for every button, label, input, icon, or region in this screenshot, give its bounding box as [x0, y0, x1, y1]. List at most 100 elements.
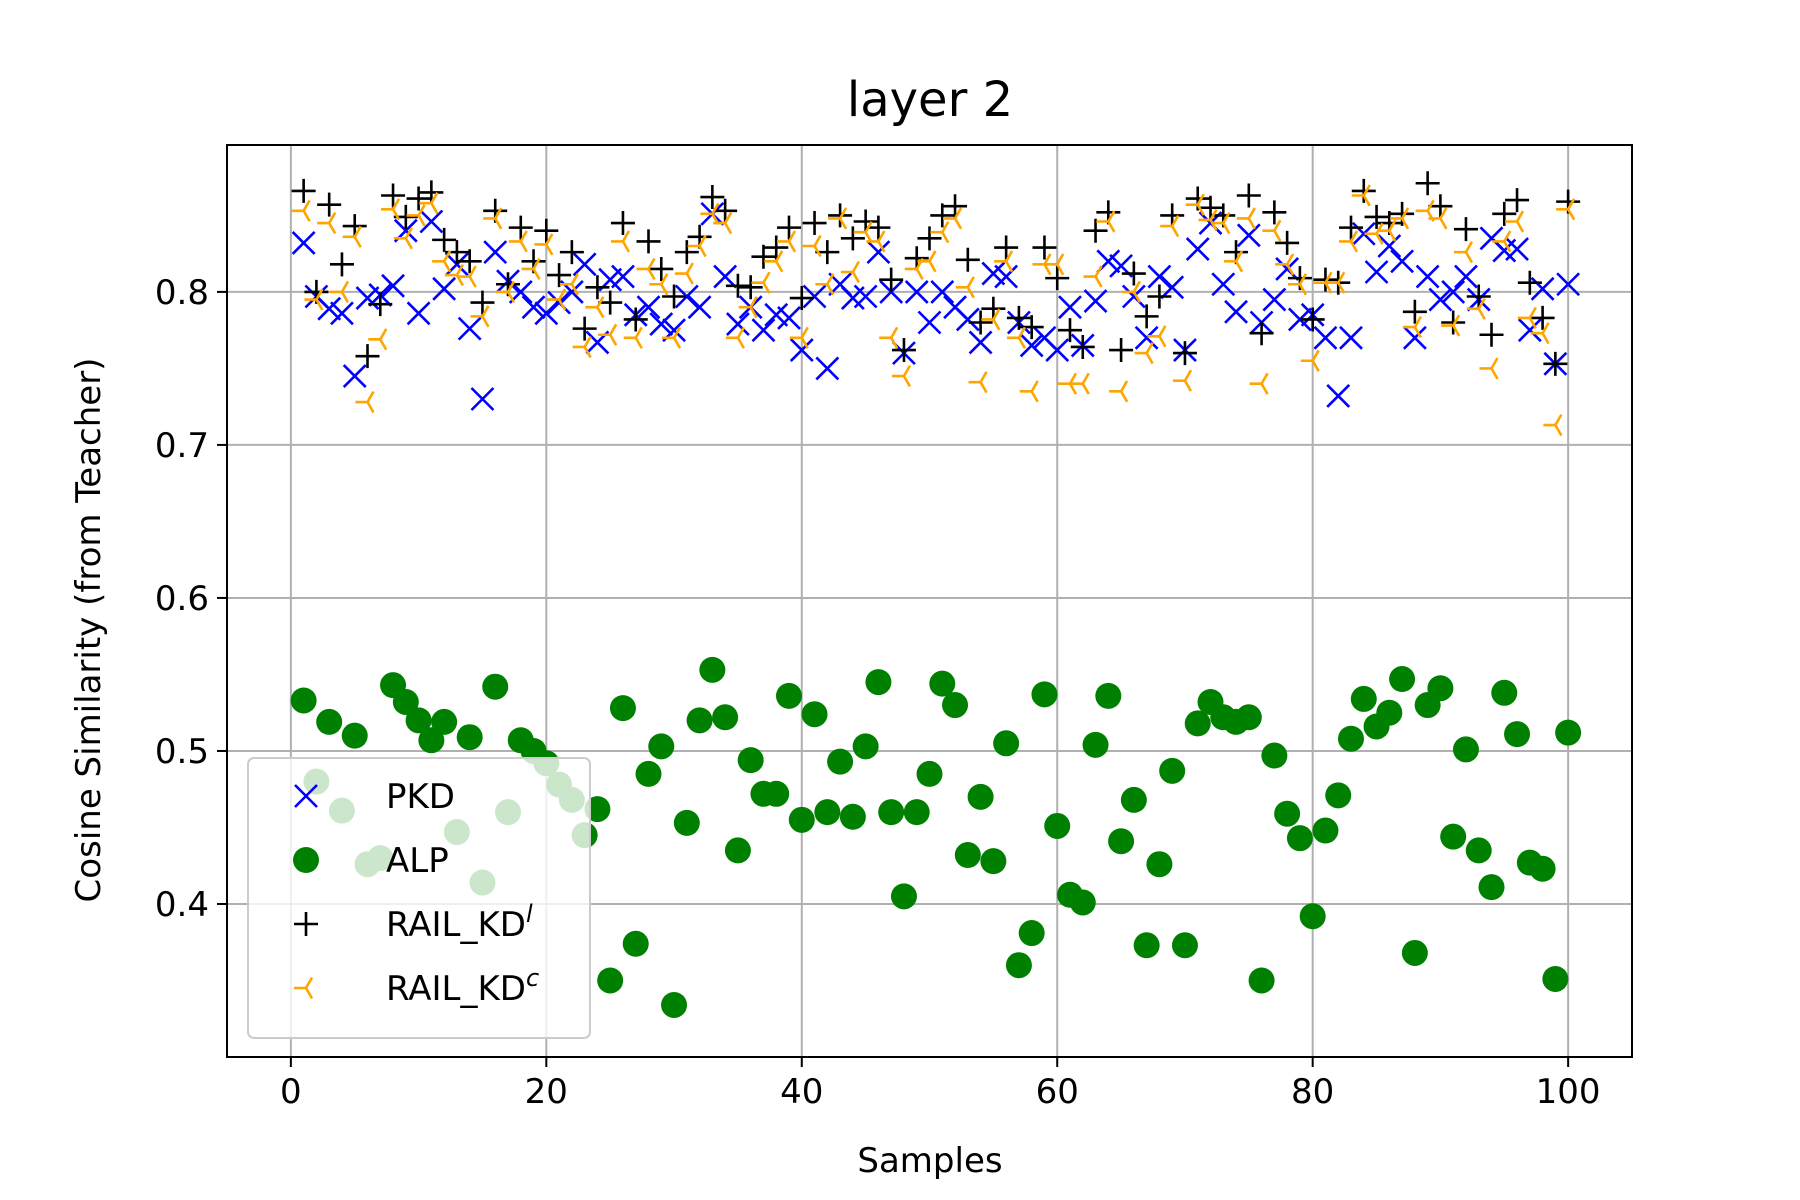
data-point [534, 233, 554, 256]
data-point [1109, 380, 1129, 403]
data-point [1032, 235, 1057, 260]
data-point [431, 708, 458, 735]
data-point [724, 837, 751, 864]
data-point [751, 244, 776, 269]
data-point [955, 307, 980, 332]
data-point [1313, 271, 1333, 294]
data-point [968, 310, 993, 335]
data-point [406, 186, 431, 211]
data-point [1249, 372, 1269, 395]
data-point [994, 235, 1019, 260]
data-point [508, 230, 528, 253]
data-point [1121, 261, 1146, 286]
data-point [840, 260, 860, 284]
data-point [1517, 270, 1542, 295]
x-tick-label: 80 [1291, 1072, 1334, 1112]
data-point [1005, 952, 1032, 979]
data-point [1454, 264, 1478, 289]
data-point [342, 225, 362, 248]
legend-label-superscript: c [526, 964, 539, 992]
data-point [994, 264, 1019, 289]
data-point [1427, 675, 1454, 702]
data-point [1299, 903, 1326, 930]
data-point [1058, 318, 1082, 343]
data-point [342, 214, 367, 239]
data-point [674, 240, 699, 265]
data-point [1069, 889, 1096, 916]
data-point [1287, 307, 1312, 332]
data-point [1390, 207, 1410, 230]
data-point [662, 284, 687, 309]
data-point [610, 230, 631, 253]
data-point [954, 842, 981, 869]
data-point [559, 273, 579, 296]
data-point [432, 276, 457, 301]
data-point [1326, 384, 1351, 408]
data-point [1108, 828, 1135, 855]
data-point [392, 688, 419, 715]
data-point [1529, 855, 1556, 882]
data-point [815, 356, 840, 381]
data-point [1159, 757, 1186, 784]
data-point [406, 204, 426, 227]
data-point [1134, 325, 1159, 350]
data-point [1542, 965, 1569, 992]
data-point [738, 275, 763, 300]
data-point [483, 207, 503, 230]
y-axis-label: Cosine Similarity (from Teacher) [69, 358, 109, 903]
data-point [1184, 710, 1211, 737]
data-point [725, 312, 750, 336]
data-point [1300, 349, 1320, 372]
data-point [419, 209, 444, 234]
data-point [521, 295, 546, 320]
data-point [866, 240, 891, 265]
legend-marker [294, 784, 318, 808]
series-rail-kd-c [291, 184, 1576, 437]
data-point [764, 250, 784, 273]
data-point [1160, 203, 1185, 228]
data-point [1262, 200, 1287, 225]
data-point [1147, 325, 1167, 348]
data-point [699, 656, 726, 683]
data-point [839, 803, 866, 830]
data-point [559, 240, 584, 265]
x-tick-label: 60 [1036, 1072, 1079, 1112]
data-point [598, 323, 618, 346]
data-point [381, 183, 406, 208]
data-point [866, 215, 891, 240]
data-point [1160, 275, 1185, 300]
data-point [1530, 276, 1555, 301]
data-point [622, 930, 649, 957]
data-point [1351, 178, 1376, 203]
data-point [1006, 305, 1031, 330]
chart-title: layer 2 [847, 72, 1013, 128]
data-point [751, 271, 771, 294]
data-point [661, 991, 688, 1018]
data-point [1326, 271, 1346, 294]
data-point [1070, 334, 1095, 359]
data-point [1453, 241, 1474, 264]
data-point [585, 296, 605, 319]
data-point [636, 229, 661, 254]
data-point [1287, 273, 1308, 296]
data-point [968, 371, 988, 394]
data-point [993, 730, 1020, 757]
data-point [329, 252, 354, 277]
data-point [1121, 284, 1146, 309]
data-point [674, 284, 699, 309]
data-point [763, 780, 790, 807]
data-point [317, 296, 342, 321]
data-point [648, 733, 675, 760]
data-point [700, 185, 725, 210]
data-point [853, 209, 878, 234]
x-tick-label: 100 [1536, 1072, 1601, 1112]
data-point [1402, 299, 1427, 324]
data-point [419, 180, 444, 205]
data-point [381, 198, 401, 221]
data-point [1171, 932, 1198, 959]
data-point [547, 263, 572, 288]
data-point [1466, 284, 1491, 309]
data-point [649, 256, 674, 281]
data-point [777, 305, 801, 330]
data-point [1019, 333, 1044, 358]
